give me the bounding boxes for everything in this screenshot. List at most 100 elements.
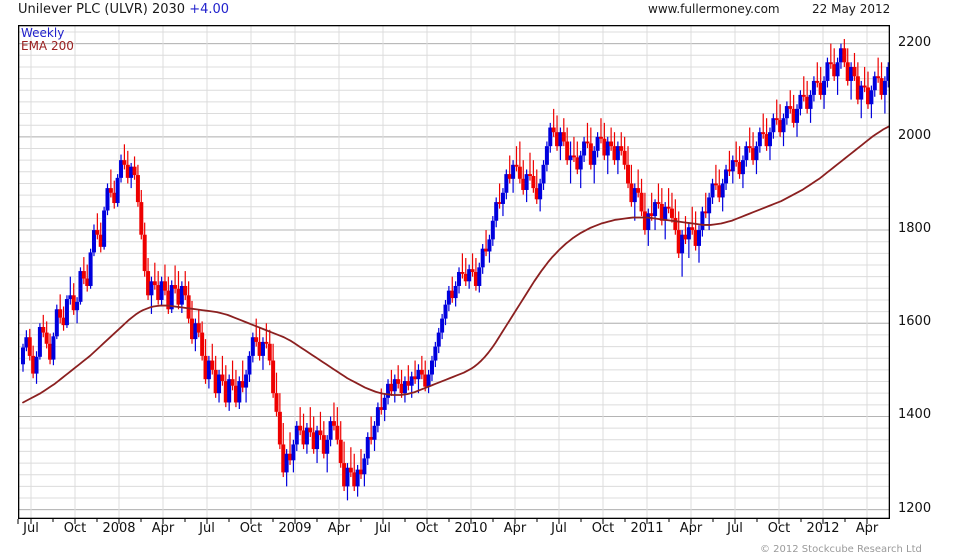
candle-body	[325, 439, 330, 454]
candle-body	[423, 374, 428, 387]
candle-body	[27, 337, 32, 356]
candle-body	[132, 166, 137, 176]
candle-body	[764, 134, 769, 147]
candle-body	[386, 383, 391, 398]
candle-body	[626, 164, 631, 184]
candle-body	[544, 146, 549, 165]
candle-body	[58, 309, 63, 318]
candle-body	[683, 234, 688, 240]
price-change: +4.00	[189, 2, 230, 17]
candle-body	[115, 177, 120, 204]
candle-body	[179, 285, 184, 305]
candle-body	[64, 299, 69, 326]
candle-body	[102, 210, 107, 247]
candle-body	[882, 80, 887, 95]
candle-body	[619, 146, 624, 151]
candle-body	[402, 381, 407, 394]
candle-body	[467, 269, 472, 282]
candle-body	[413, 376, 418, 380]
candle-body	[105, 188, 110, 211]
candle-body	[247, 355, 252, 375]
x-axis-tick-label: Jul	[727, 521, 743, 536]
candle-body	[724, 169, 729, 184]
candle-body	[71, 295, 76, 311]
candle-body	[291, 444, 296, 461]
candle-body	[615, 146, 620, 161]
candle-body	[257, 341, 262, 356]
candle-body	[582, 141, 587, 156]
candle-body	[406, 381, 411, 386]
candle-body	[598, 136, 603, 139]
candle-body	[494, 202, 499, 221]
candle-body	[717, 185, 722, 198]
x-axis-tick-label: Oct	[63, 521, 87, 536]
candle-body	[811, 80, 816, 95]
candle-body	[98, 234, 103, 247]
candle-body	[149, 281, 154, 296]
candle-body	[511, 164, 516, 179]
candle-body	[663, 206, 668, 221]
grid-vertical	[30, 25, 868, 519]
candle-body	[484, 248, 489, 252]
candle-body	[558, 132, 563, 147]
price-chart-svg	[18, 25, 890, 519]
candle-body	[700, 211, 705, 231]
candle-body	[463, 273, 468, 282]
candle-body	[24, 337, 29, 348]
candle-body	[632, 188, 637, 203]
page-title: Unilever PLC (ULVR) 2030 +4.00	[18, 2, 229, 17]
x-axis-tick-label: Jul	[199, 521, 215, 536]
candle-body	[629, 183, 634, 203]
candle-body	[862, 85, 867, 88]
candle-body	[54, 309, 59, 337]
candle-body	[409, 376, 414, 386]
candle-body	[156, 285, 161, 300]
candle-body	[369, 436, 374, 440]
candle-body	[852, 66, 857, 77]
x-axis-tick-label: Oct	[415, 521, 439, 536]
candle-body	[240, 381, 245, 388]
candle-body	[842, 48, 847, 63]
x-axis-tick-label: 2008	[102, 521, 136, 536]
candle-body	[190, 318, 194, 340]
candle-body	[649, 213, 654, 217]
candle-body	[125, 164, 130, 178]
candle-body	[784, 106, 789, 119]
candle-body	[44, 332, 49, 344]
candle-body	[230, 379, 235, 386]
candle-body	[91, 230, 96, 253]
instrument-name: Unilever PLC (ULVR) 2030	[18, 2, 186, 17]
candle-body	[159, 281, 164, 300]
candle-body	[365, 436, 370, 459]
candle-body	[457, 272, 462, 286]
candle-body	[642, 211, 647, 231]
candle-body	[680, 234, 685, 254]
candle-body	[514, 164, 519, 167]
candle-body	[866, 87, 870, 105]
candle-body	[37, 326, 42, 357]
candle-body	[855, 76, 860, 100]
candle-body	[602, 138, 607, 156]
x-axis-tick-label: Jul	[551, 521, 567, 536]
candle-body	[250, 337, 255, 356]
plot-border	[18, 25, 890, 519]
candle-body	[443, 304, 448, 319]
candle-body	[551, 127, 556, 133]
candle-body	[213, 369, 218, 394]
candle-body	[774, 118, 779, 121]
candle-body	[362, 458, 367, 475]
candle-body	[477, 267, 482, 286]
candle-body	[183, 285, 188, 296]
candle-body	[95, 230, 100, 235]
candle-body	[713, 183, 718, 186]
chart-header: Unilever PLC (ULVR) 2030 +4.00 www.fulle…	[0, 0, 980, 22]
candle-body	[795, 108, 800, 123]
candle-body	[51, 336, 56, 360]
candle-body	[879, 78, 884, 95]
candle-body	[379, 407, 384, 410]
candle-body	[727, 169, 732, 172]
candle-body	[271, 360, 276, 394]
candle-body	[88, 252, 93, 286]
candle-body	[260, 341, 265, 356]
candle-body	[298, 425, 303, 431]
